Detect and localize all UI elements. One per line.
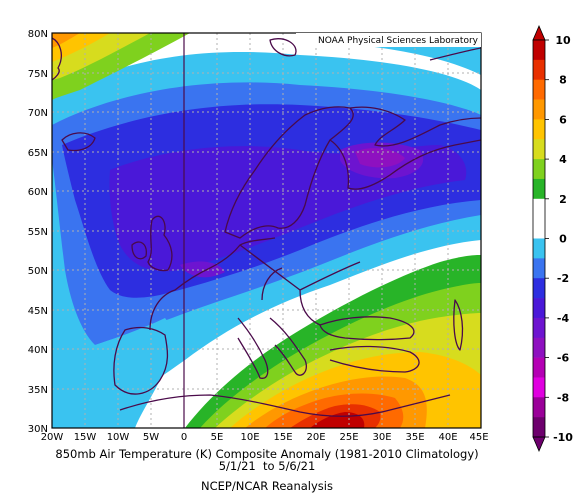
- colorbar-tick-label: 10: [555, 34, 571, 47]
- lat-label: 55N: [28, 227, 48, 238]
- caption-title: 850mb Air Temperature (K) Composite Anom…: [55, 447, 478, 461]
- colorbar-swatch: [533, 357, 545, 378]
- lat-label: 45N: [28, 306, 48, 317]
- lon-label: 30E: [372, 432, 391, 443]
- lon-label: 35E: [405, 432, 424, 443]
- lon-label: 0: [181, 432, 187, 443]
- colorbar-swatch: [533, 79, 545, 100]
- caption-date-range: 5/1/21 to 5/6/21: [219, 459, 316, 473]
- colorbar-swatch: [533, 59, 545, 80]
- colorbar-swatch: [533, 258, 545, 279]
- colorbar-tick-label: -4: [557, 312, 570, 325]
- lon-label: 20W: [41, 432, 64, 443]
- colorbar: [532, 24, 546, 453]
- colorbar-swatch: [533, 397, 545, 418]
- caption: 850mb Air Temperature (K) Composite Anom…: [55, 447, 478, 493]
- lon-label: 15E: [273, 432, 292, 443]
- colorbar-swatch: [533, 119, 545, 140]
- lat-label: 60N: [28, 187, 48, 198]
- lat-label: 75N: [28, 69, 48, 80]
- lon-label: 10W: [107, 432, 130, 443]
- credit-box: [296, 33, 481, 47]
- colorbar-swatch: [533, 238, 545, 259]
- colorbar-swatch: [533, 178, 545, 200]
- colorbar-tick-label: -2: [557, 272, 569, 285]
- lon-label: 25E: [339, 432, 358, 443]
- colorbar-labels: 10 8 6 4 2 0 -2 -4 -6 -8 -10: [545, 34, 573, 444]
- lon-label: 10E: [240, 432, 259, 443]
- lon-label: 40E: [438, 432, 457, 443]
- colorbar-swatch: [533, 139, 545, 160]
- colorbar-tick-label: -6: [557, 352, 570, 365]
- credit-text: NOAA Physical Sciences Laboratory: [318, 36, 479, 46]
- colorbar-swatch: [533, 298, 545, 319]
- colorbar-arrow-bottom: [532, 436, 546, 453]
- colorbar-swatch: [533, 198, 545, 219]
- colorbar-arrow-top: [532, 24, 546, 41]
- colorbar-tick-label: 6: [559, 113, 567, 126]
- colorbar-swatch: [533, 218, 545, 239]
- colorbar-swatch: [533, 337, 545, 358]
- lon-label: 5E: [211, 432, 224, 443]
- lat-label: 65N: [28, 148, 48, 159]
- lon-label: 15W: [74, 432, 97, 443]
- latitude-labels: 80N 75N 70N 65N 60N 55N 50N 45N 40N 35N …: [28, 29, 48, 435]
- lat-label: 70N: [28, 108, 48, 119]
- longitude-labels: 20W 15W 10W 5W 0 5E 10E 15E 20E 25E 30E …: [41, 432, 489, 443]
- colorbar-swatch: [533, 317, 545, 339]
- lon-label: 5W: [143, 432, 159, 443]
- lat-label: 30N: [28, 424, 48, 435]
- lon-label: 45E: [469, 432, 488, 443]
- colorbar-swatch: [533, 377, 545, 398]
- temperature-anomaly-field: [52, 33, 481, 428]
- coastlines: [52, 37, 481, 417]
- colorbar-tick-label: 4: [559, 153, 567, 166]
- colorbar-swatch: [533, 40, 545, 61]
- lat-label: 80N: [28, 29, 48, 40]
- colorbar-tick-label: 2: [559, 193, 567, 206]
- lat-label: 35N: [28, 385, 48, 396]
- caption-source: NCEP/NCAR Reanalysis: [201, 479, 333, 493]
- lat-label: 50N: [28, 266, 48, 277]
- colorbar-tick-label: -8: [557, 391, 569, 404]
- colorbar-swatch: [533, 278, 545, 299]
- colorbar-swatch: [533, 159, 545, 180]
- map-frame: [51, 32, 482, 429]
- lat-label: 40N: [28, 345, 48, 356]
- lon-label: 20E: [306, 432, 325, 443]
- colorbar-swatch: [533, 99, 545, 120]
- colorbar-swatch: [533, 417, 545, 438]
- colorbar-tick-label: 0: [559, 233, 567, 246]
- graticule-grid: [52, 33, 481, 428]
- colorbar-tick-label: 8: [559, 74, 567, 87]
- colorbar-tick-label: -10: [553, 431, 573, 444]
